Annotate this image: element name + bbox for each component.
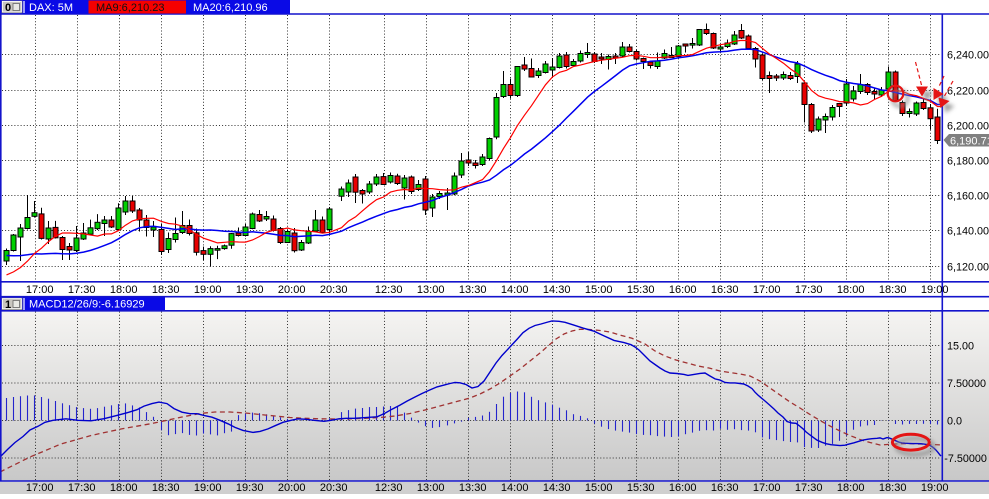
svg-text:6,220.00: 6,220.00 bbox=[947, 86, 989, 98]
svg-text:16:30: 16:30 bbox=[711, 284, 739, 296]
svg-text:19:00: 19:00 bbox=[921, 284, 949, 296]
svg-text:14:30: 14:30 bbox=[543, 482, 571, 494]
svg-text:20:30: 20:30 bbox=[320, 482, 348, 494]
svg-text:6,240.00: 6,240.00 bbox=[947, 50, 989, 62]
svg-text:15:00: 15:00 bbox=[585, 482, 613, 494]
svg-text:17:00: 17:00 bbox=[26, 284, 54, 296]
svg-text:17:00: 17:00 bbox=[753, 284, 781, 296]
svg-text:0.0: 0.0 bbox=[947, 416, 962, 428]
svg-text:17:30: 17:30 bbox=[795, 284, 823, 296]
svg-text:12:30: 12:30 bbox=[375, 284, 403, 296]
svg-text:0: 0 bbox=[5, 2, 11, 14]
svg-text:18:00: 18:00 bbox=[837, 284, 865, 296]
svg-text:6,120.00: 6,120.00 bbox=[947, 262, 989, 274]
svg-text:17:00: 17:00 bbox=[26, 482, 54, 494]
svg-text:16:00: 16:00 bbox=[669, 482, 697, 494]
svg-text:18:30: 18:30 bbox=[879, 482, 907, 494]
svg-text:14:00: 14:00 bbox=[501, 482, 529, 494]
svg-text:18:30: 18:30 bbox=[152, 284, 180, 296]
svg-text:16:00: 16:00 bbox=[669, 284, 697, 296]
svg-text:6,140.00: 6,140.00 bbox=[947, 226, 989, 238]
svg-text:MA9:6,210.23: MA9:6,210.23 bbox=[96, 2, 165, 14]
svg-text:18:30: 18:30 bbox=[879, 284, 907, 296]
svg-text:17:30: 17:30 bbox=[68, 482, 96, 494]
svg-text:20:00: 20:00 bbox=[278, 482, 306, 494]
svg-text:7.50000: 7.50000 bbox=[947, 378, 986, 390]
svg-text:6,160.00: 6,160.00 bbox=[947, 191, 989, 203]
svg-text:20:30: 20:30 bbox=[320, 284, 348, 296]
svg-text:18:00: 18:00 bbox=[110, 482, 138, 494]
svg-text:14:30: 14:30 bbox=[543, 284, 571, 296]
svg-text:13:30: 13:30 bbox=[459, 284, 487, 296]
svg-text:14:00: 14:00 bbox=[501, 284, 529, 296]
svg-text:20:00: 20:00 bbox=[278, 284, 306, 296]
svg-text:15:00: 15:00 bbox=[585, 284, 613, 296]
svg-text:DAX: 5M: DAX: 5M bbox=[29, 2, 73, 14]
svg-text:19:00: 19:00 bbox=[194, 482, 222, 494]
svg-text:-7.50000: -7.50000 bbox=[944, 453, 987, 465]
svg-text:17:30: 17:30 bbox=[68, 284, 96, 296]
svg-text:17:00: 17:00 bbox=[753, 482, 781, 494]
svg-text:18:00: 18:00 bbox=[837, 482, 865, 494]
svg-text:18:30: 18:30 bbox=[152, 482, 180, 494]
svg-text:1: 1 bbox=[5, 299, 11, 311]
svg-text:19:00: 19:00 bbox=[921, 482, 949, 494]
svg-text:17:30: 17:30 bbox=[795, 482, 823, 494]
svg-text:15:30: 15:30 bbox=[627, 482, 655, 494]
svg-text:19:30: 19:30 bbox=[236, 482, 264, 494]
svg-text:16:30: 16:30 bbox=[711, 482, 739, 494]
svg-text:19:30: 19:30 bbox=[236, 284, 264, 296]
svg-text:MA20:6,210.96: MA20:6,210.96 bbox=[193, 2, 268, 14]
svg-text:6,200.00: 6,200.00 bbox=[947, 121, 989, 133]
svg-text:13:30: 13:30 bbox=[459, 482, 487, 494]
svg-text:15:30: 15:30 bbox=[627, 284, 655, 296]
svg-text:6,190.71: 6,190.71 bbox=[950, 135, 989, 147]
svg-text:15.00: 15.00 bbox=[947, 341, 974, 353]
svg-text:6,180.00: 6,180.00 bbox=[947, 156, 989, 168]
svg-text:18:00: 18:00 bbox=[110, 284, 138, 296]
svg-text:12:30: 12:30 bbox=[375, 482, 403, 494]
svg-text:MACD12/26/9:-6.16929: MACD12/26/9:-6.16929 bbox=[29, 299, 145, 311]
svg-text:13:00: 13:00 bbox=[417, 284, 445, 296]
svg-text:19:00: 19:00 bbox=[194, 284, 222, 296]
svg-text:13:00: 13:00 bbox=[417, 482, 445, 494]
